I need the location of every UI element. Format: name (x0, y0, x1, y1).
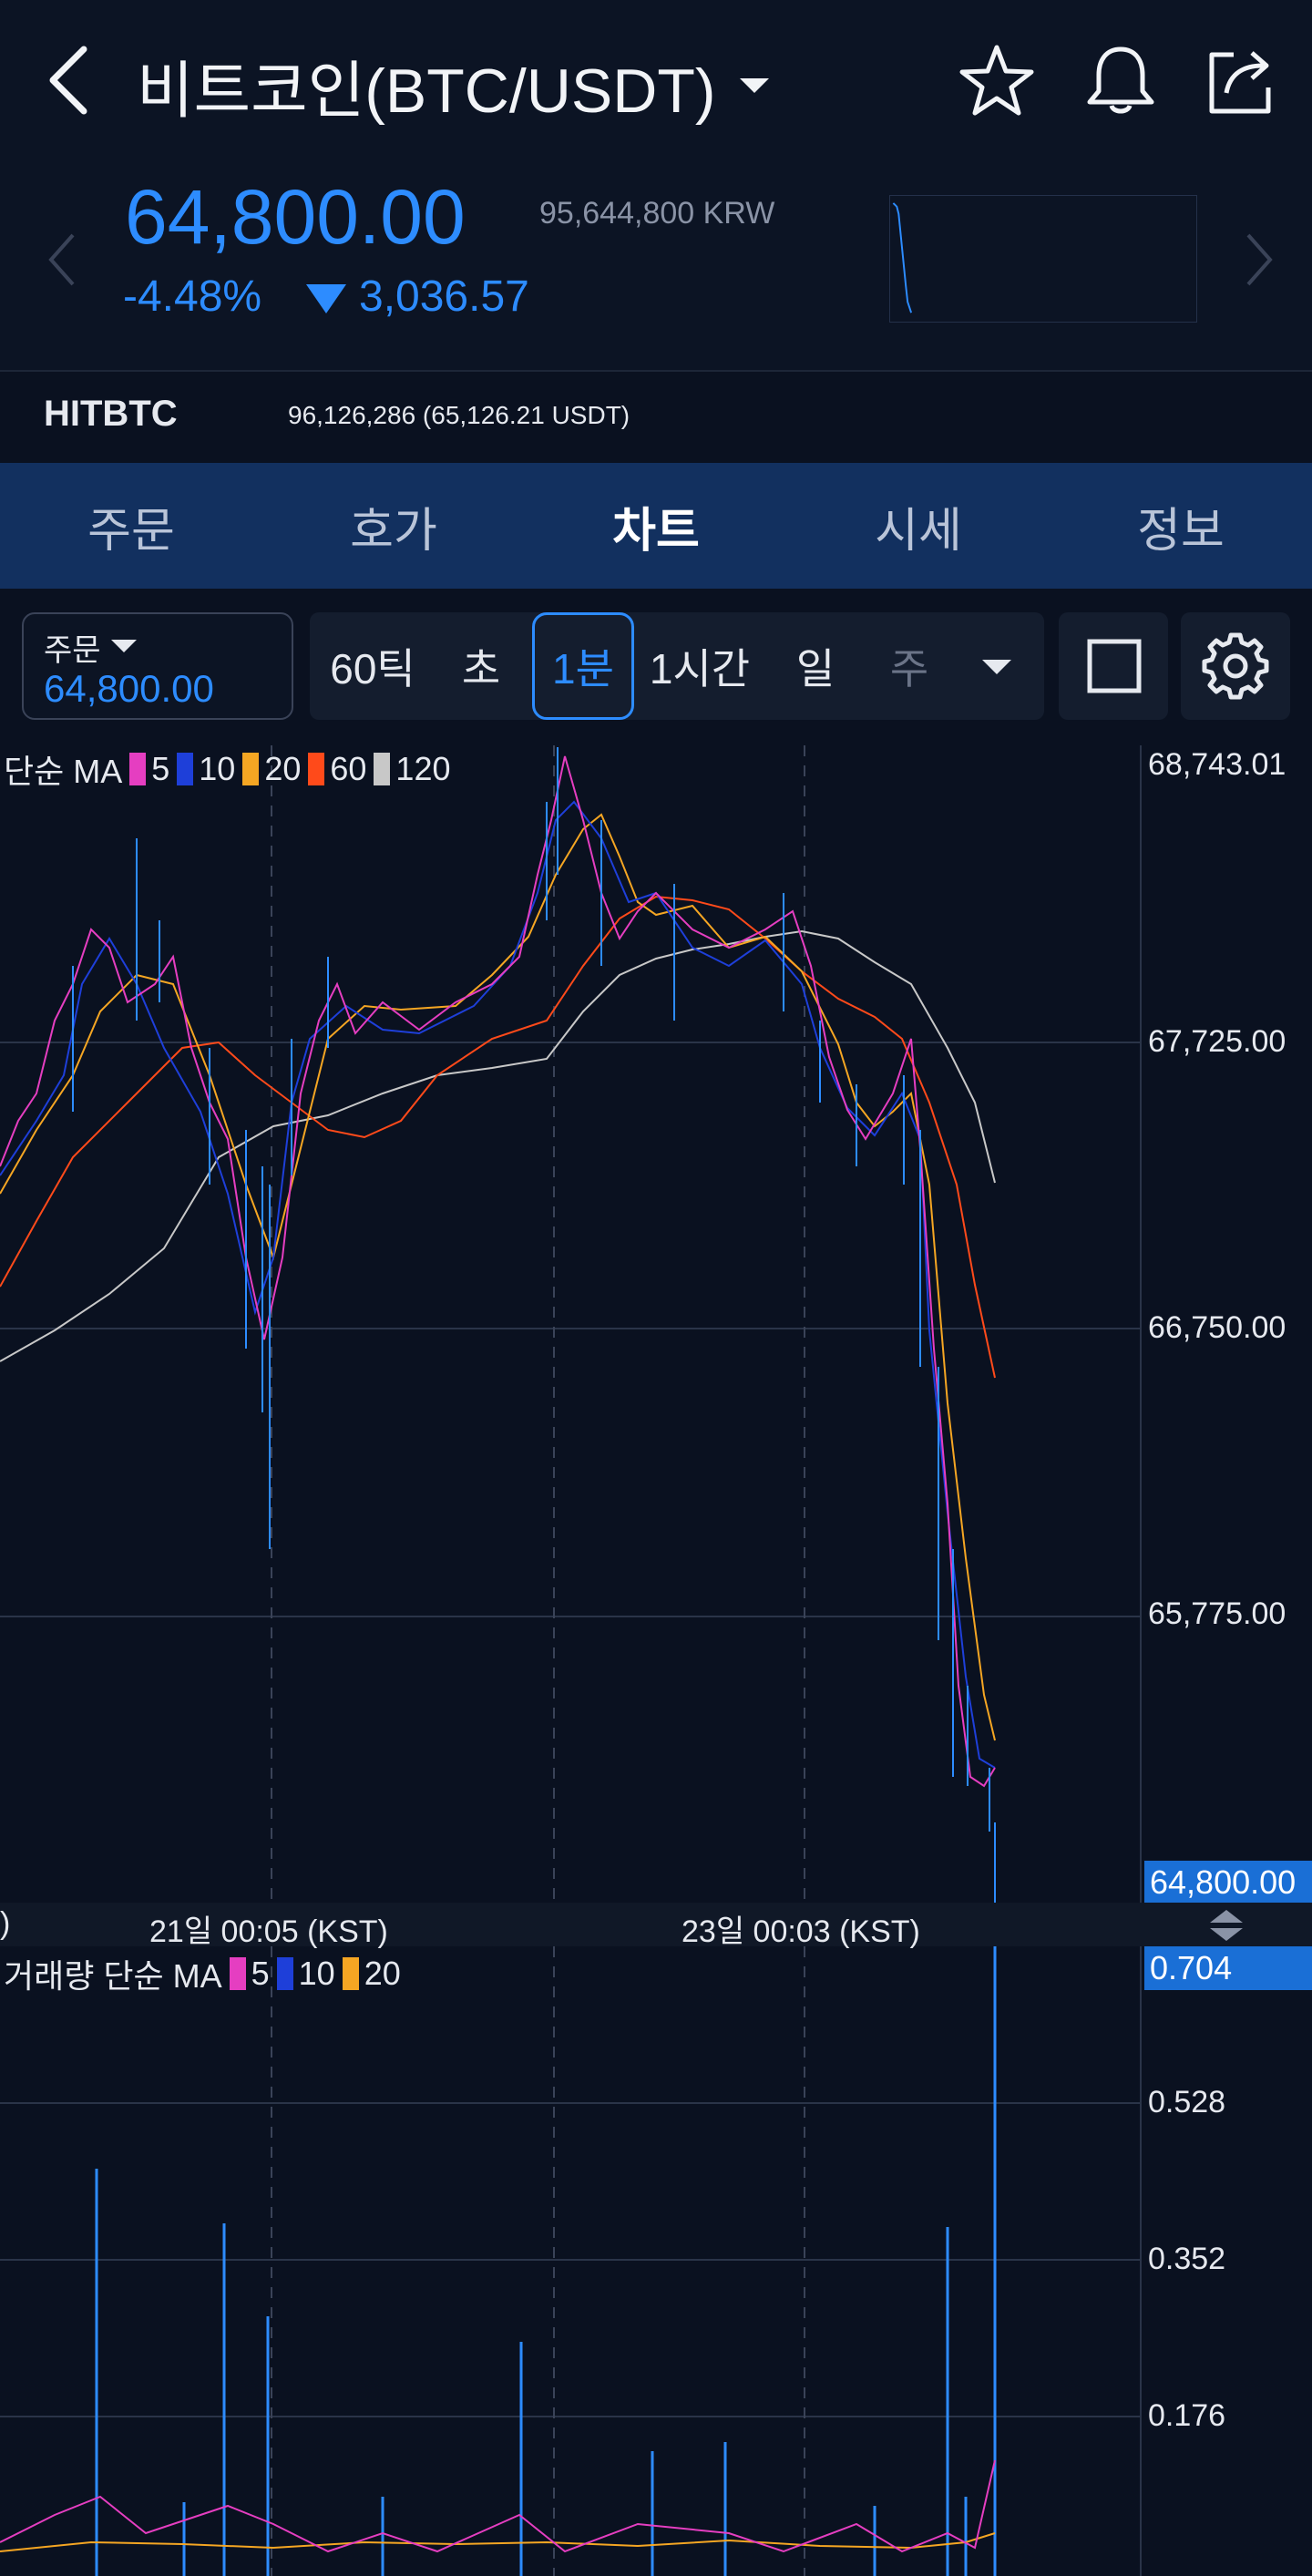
page-title: 비트코인(BTC/USDT) (137, 56, 716, 126)
ma-legend-prefix: 단순 MA (4, 753, 123, 790)
ma5-line (0, 755, 996, 1788)
tab-orderbook[interactable]: 호가 (350, 504, 437, 558)
vol-ma5-swatch (229, 1957, 246, 1990)
time-label: 21일 00:05 (KST) (149, 1914, 388, 1949)
tab-chart[interactable]: 차트 (612, 504, 700, 558)
chevron-right-icon[interactable] (1239, 228, 1276, 292)
exchange-name: HITBTC (44, 394, 178, 434)
price-candles (72, 747, 996, 1904)
current-price: 64,800.00 (125, 174, 466, 260)
vol-ma5-line (0, 2459, 996, 2553)
change-percent: -4.48% (123, 272, 262, 321)
mini-chart[interactable] (889, 195, 1197, 323)
ma10-line (0, 800, 996, 1769)
ma10-swatch (177, 753, 194, 785)
ma5-swatch (129, 753, 147, 785)
price-chart[interactable] (0, 742, 1312, 2576)
interval-1min[interactable]: 1분 (532, 612, 634, 720)
tab-bar: 주문 호가 차트 시세 정보 (0, 463, 1312, 589)
square-icon (1087, 639, 1142, 693)
volume-tick: 0.176 (1148, 2398, 1226, 2433)
ma20-line (0, 813, 996, 1741)
ma10-label: 10 (199, 750, 236, 787)
ma20-swatch (242, 753, 260, 785)
interval-day[interactable]: 일 (795, 645, 835, 693)
chevron-left-icon[interactable] (46, 228, 82, 292)
ma60-label: 60 (330, 750, 367, 787)
back-icon[interactable] (42, 44, 97, 117)
time-label: 23일 00:03 (KST) (682, 1914, 920, 1949)
panel-resize-icon[interactable] (1206, 1908, 1246, 1943)
krw-price: 95,644,800 KRW (539, 196, 775, 231)
time-gridlines (271, 745, 805, 2576)
price-tick: 65,775.00 (1148, 1596, 1286, 1631)
vol-ma5-label: 5 (251, 1955, 270, 1992)
ma120-swatch (374, 753, 391, 785)
vol-legend-prefix: 거래량 단순 MA (4, 1957, 222, 1995)
ma5-label: 5 (151, 750, 170, 787)
vol-ma10-swatch (276, 1957, 293, 1990)
volume-tick: 0.352 (1148, 2242, 1226, 2276)
interval-selector: 60틱 초 1분 1시간 일 주 (310, 612, 1044, 720)
vol-ma20-line (0, 2532, 996, 2552)
vol-ma10-label: 10 (298, 1955, 335, 1992)
vol-ma20-label: 20 (364, 1955, 401, 1992)
settings-button[interactable] (1181, 612, 1290, 720)
ma60-line (0, 895, 996, 1379)
share-icon[interactable] (1203, 42, 1279, 118)
chevron-down-icon (739, 77, 769, 93)
vol-ma20-swatch (342, 1957, 359, 1990)
bell-icon[interactable] (1082, 42, 1159, 118)
interval-60tick[interactable]: 60틱 (330, 645, 415, 693)
time-axis (0, 1903, 1312, 1946)
fullscreen-button[interactable] (1059, 612, 1168, 720)
title-dropdown[interactable]: 비트코인(BTC/USDT) (137, 40, 769, 130)
order-dropdown[interactable]: 주문 64,800.00 (22, 612, 293, 720)
ma120-line (0, 929, 996, 1362)
header-bar (0, 0, 1312, 164)
volume-bars (95, 1946, 997, 2576)
chevron-down-icon (111, 640, 137, 652)
time-label: ) (0, 1906, 11, 1941)
price-tick: 66,750.00 (1148, 1310, 1286, 1345)
current-price-tag: 64,800.00 (1144, 1861, 1312, 1904)
interval-seconds[interactable]: 초 (461, 645, 501, 693)
interval-1hour[interactable]: 1시간 (649, 645, 751, 693)
ma-legend[interactable]: 단순 MA 5 10 20 60 120 (4, 745, 451, 793)
volume-tick: 0.528 (1148, 2085, 1226, 2119)
volume-tag: 0.704 (1144, 1946, 1312, 1990)
tab-market[interactable]: 시세 (875, 504, 962, 558)
chevron-down-icon[interactable] (982, 660, 1011, 674)
tab-info[interactable]: 정보 (1137, 504, 1225, 558)
tab-order[interactable]: 주문 (87, 504, 175, 558)
ma20-label: 20 (264, 750, 302, 787)
order-value: 64,800.00 (44, 667, 214, 710)
price-tick: 67,725.00 (1148, 1024, 1286, 1059)
interval-week[interactable]: 주 (889, 645, 929, 693)
down-arrow-icon (306, 284, 346, 313)
exchange-row (0, 370, 1312, 463)
ticker-panel (0, 164, 1312, 370)
gear-icon (1202, 632, 1269, 700)
ma120-label: 120 (395, 750, 451, 787)
chart-grid (0, 1042, 1141, 2417)
volume-legend[interactable]: 거래량 단순 MA 5 10 20 (4, 1950, 401, 1997)
order-label: 주문 (44, 633, 101, 668)
star-icon[interactable] (958, 42, 1035, 118)
price-tick: 68,743.01 (1148, 747, 1286, 782)
exchange-price: 96,126,286 (65,126.21 USDT) (288, 401, 630, 429)
ma60-swatch (308, 753, 325, 785)
change-amount: 3,036.57 (359, 272, 529, 321)
